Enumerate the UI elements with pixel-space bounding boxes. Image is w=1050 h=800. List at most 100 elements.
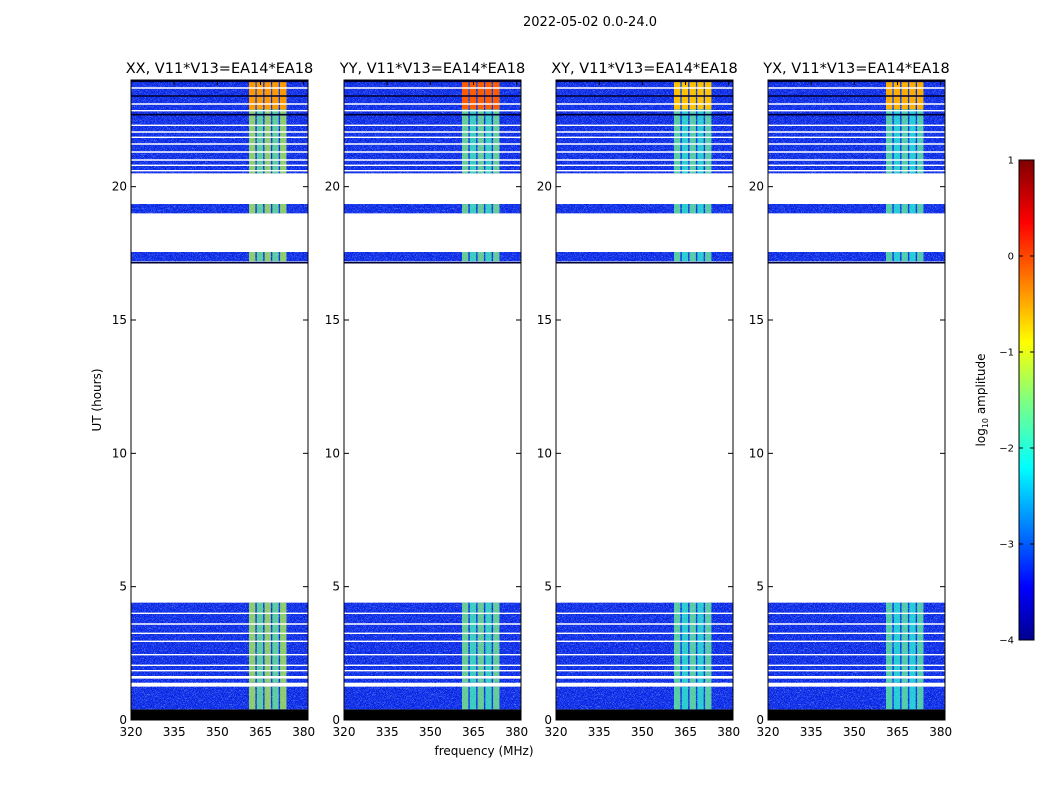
x-tick-label: 380 — [292, 725, 315, 739]
rfi-column — [280, 204, 287, 214]
rfi-column — [462, 252, 469, 262]
rfi-column — [485, 204, 492, 214]
x-tick-label: 320 — [545, 725, 568, 739]
rfi-column — [272, 678, 279, 683]
noise-light — [131, 252, 308, 262]
rfi-column — [280, 678, 287, 683]
rfi-column — [909, 204, 916, 214]
figure-title: 2022-05-02 0.0-24.0 — [523, 15, 657, 30]
rfi-column — [477, 686, 484, 710]
colorbar: 1 0 −1 −2 −3 −4 log10 amplitude — [974, 156, 1035, 647]
rfi-column — [917, 252, 924, 262]
y-tick-label: 20 — [749, 180, 764, 194]
rfi-column — [469, 602, 477, 676]
rfi-column — [886, 686, 893, 710]
x-tick-label: 350 — [631, 725, 654, 739]
panel-4: YX, V11*V13=EA14*EA18 320 335 350 365 380 0 5 10… — [749, 61, 952, 739]
rfi-column — [705, 602, 712, 676]
rfi-column — [469, 678, 477, 683]
panel-2: YY, V11*V13=EA14*EA18 320 335 350 365 380 0 5 10… — [325, 61, 528, 739]
rfi-column — [264, 678, 271, 683]
y-tick-label: 15 — [112, 313, 127, 327]
rfi-column — [249, 686, 256, 710]
rfi-column — [893, 602, 901, 676]
rfi-column — [909, 678, 916, 683]
rfi-column — [272, 252, 279, 262]
panel-frame — [555, 79, 734, 721]
rfi-column — [264, 80, 271, 174]
y-tick-label: 10 — [537, 446, 552, 460]
rfi-column — [893, 686, 901, 710]
panel-frame — [130, 79, 309, 721]
strong-rfi-column — [264, 80, 271, 110]
strong-rfi-column — [893, 80, 900, 110]
rfi-column — [689, 678, 696, 683]
rfi-column — [462, 602, 469, 676]
rfi-column — [493, 602, 500, 676]
rfi-column — [477, 678, 484, 683]
strong-rfi-column — [272, 80, 279, 110]
rfi-column — [674, 678, 681, 683]
y-tick-label: 10 — [749, 446, 764, 460]
rfi-column — [893, 252, 901, 262]
strong-rfi-column — [917, 80, 924, 110]
x-tick-label: 320 — [120, 725, 143, 739]
rfi-column — [493, 252, 500, 262]
strong-rfi-column — [886, 80, 893, 110]
panel-frame — [767, 79, 946, 721]
rfi-column — [917, 204, 924, 214]
rfi-column — [674, 602, 681, 676]
rfi-column — [697, 678, 704, 683]
rfi-column — [917, 80, 924, 174]
rfi-column — [697, 204, 704, 214]
rfi-column — [272, 686, 279, 710]
colorbar-label: log10 amplitude — [974, 354, 990, 447]
panel-1: XX, V11*V13=EA14*EA18 320 335 350 365 380 0 5 10… — [112, 61, 315, 739]
rfi-column — [674, 686, 681, 710]
rfi-column — [477, 80, 484, 174]
noise-light — [131, 204, 308, 214]
rfi-column — [705, 204, 712, 214]
y-tick-label: 0 — [756, 713, 764, 727]
rfi-column — [674, 204, 681, 214]
noise-light — [344, 686, 521, 710]
y-tick-label: 20 — [325, 180, 340, 194]
noise-light — [556, 678, 733, 683]
rfi-column — [477, 602, 484, 676]
rfi-column — [901, 602, 908, 676]
y-tick-label: 0 — [332, 713, 340, 727]
rfi-column — [493, 686, 500, 710]
x-tick-label: 335 — [588, 725, 611, 739]
colorbar-tick-label: −4 — [999, 636, 1014, 647]
x-tick-label: 335 — [163, 725, 186, 739]
strong-rfi-column — [493, 80, 500, 110]
y-tick-label: 10 — [112, 446, 127, 460]
strong-rfi-column — [705, 80, 712, 110]
rfi-column — [917, 678, 924, 683]
x-tick-label: 365 — [674, 725, 697, 739]
strong-rfi-column — [256, 80, 263, 110]
rfi-column — [681, 686, 689, 710]
rfi-column — [493, 678, 500, 683]
y-tick-label: 20 — [537, 180, 552, 194]
rfi-column — [689, 252, 696, 262]
y-tick-label: 5 — [544, 580, 552, 594]
rfi-column — [909, 80, 916, 174]
x-tick-label: 320 — [757, 725, 780, 739]
x-tick-label: 365 — [249, 725, 272, 739]
y-tick-label: 0 — [544, 713, 552, 727]
colorbar-tick-label: 0 — [1008, 252, 1014, 263]
x-tick-label: 350 — [206, 725, 229, 739]
rfi-column — [901, 252, 908, 262]
noise-light — [556, 686, 733, 710]
colorbar-gradient — [1018, 159, 1035, 641]
rfi-column — [249, 80, 256, 174]
y-tick-label: 5 — [756, 580, 764, 594]
rfi-column — [917, 602, 924, 676]
colorbar-tick-label: −2 — [999, 444, 1014, 455]
rfi-column — [280, 80, 287, 174]
rfi-column — [280, 252, 287, 262]
x-tick-label: 365 — [462, 725, 485, 739]
rfi-column — [272, 602, 279, 676]
